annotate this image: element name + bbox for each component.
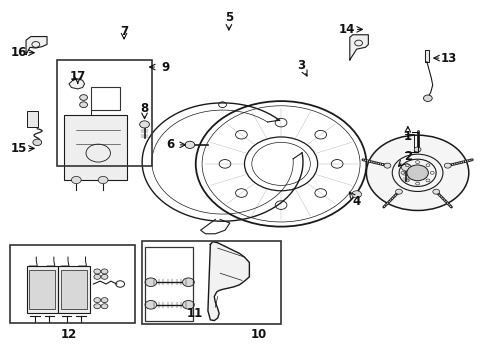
Circle shape	[101, 304, 108, 309]
Text: 5: 5	[224, 12, 233, 24]
Text: 17: 17	[69, 69, 86, 82]
Bar	[57, 60, 152, 166]
Circle shape	[432, 189, 439, 194]
Text: 11: 11	[186, 307, 203, 320]
Circle shape	[101, 274, 108, 279]
Circle shape	[395, 189, 402, 194]
Text: 1: 1	[403, 130, 411, 144]
Bar	[27, 111, 38, 127]
Bar	[29, 270, 55, 309]
Text: 9: 9	[161, 60, 169, 73]
Text: 3: 3	[297, 59, 305, 72]
Text: 14: 14	[338, 23, 354, 36]
Bar	[58, 266, 90, 313]
Text: 10: 10	[250, 328, 267, 341]
Bar	[91, 87, 120, 110]
Circle shape	[80, 102, 87, 108]
Bar	[10, 244, 135, 323]
Circle shape	[101, 298, 108, 303]
Text: 8: 8	[140, 102, 148, 115]
Text: 6: 6	[165, 138, 174, 151]
Circle shape	[413, 147, 420, 152]
Text: 2: 2	[403, 150, 411, 163]
Text: 12: 12	[61, 328, 77, 341]
Circle shape	[366, 135, 468, 211]
Text: 15: 15	[11, 142, 27, 155]
Circle shape	[184, 141, 194, 148]
Bar	[144, 247, 193, 320]
Bar	[142, 241, 281, 324]
Polygon shape	[26, 37, 47, 54]
Circle shape	[94, 274, 101, 279]
Circle shape	[444, 163, 450, 168]
Polygon shape	[349, 35, 367, 60]
Circle shape	[98, 176, 108, 184]
Circle shape	[145, 301, 157, 309]
Circle shape	[140, 121, 149, 128]
Text: 16: 16	[11, 46, 27, 59]
Circle shape	[383, 163, 390, 168]
Circle shape	[94, 269, 101, 274]
Circle shape	[33, 139, 41, 145]
Text: 7: 7	[120, 25, 128, 38]
Circle shape	[94, 304, 101, 309]
Polygon shape	[424, 50, 428, 62]
Polygon shape	[207, 242, 249, 320]
Polygon shape	[69, 79, 84, 89]
Circle shape	[71, 176, 81, 184]
Circle shape	[423, 95, 431, 102]
Circle shape	[145, 278, 157, 287]
Circle shape	[94, 298, 101, 303]
Circle shape	[401, 164, 410, 171]
Bar	[64, 116, 127, 180]
Bar	[26, 266, 58, 313]
Circle shape	[80, 95, 87, 100]
Text: 4: 4	[352, 195, 360, 208]
Circle shape	[351, 191, 361, 198]
Circle shape	[182, 301, 194, 309]
Text: 13: 13	[440, 51, 456, 64]
Bar	[61, 270, 86, 309]
Circle shape	[406, 165, 427, 181]
Circle shape	[182, 278, 194, 287]
Circle shape	[101, 269, 108, 274]
